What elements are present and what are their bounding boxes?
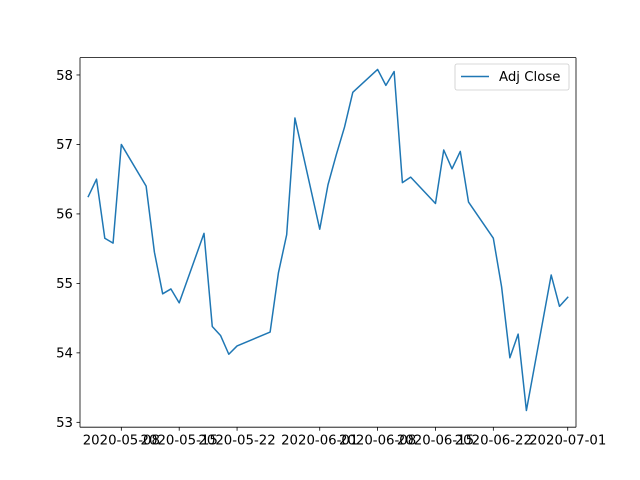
x-tick-label: 2020-06-15 <box>397 434 474 449</box>
y-tick-label: 56 <box>56 208 73 223</box>
y-tick-label: 54 <box>56 347 73 362</box>
y-tick-label: 57 <box>56 138 73 153</box>
x-tick-label: 2020-06-22 <box>455 434 532 449</box>
y-tick-label: 53 <box>56 416 73 431</box>
legend: Adj Close <box>454 63 570 91</box>
y-axis-ticks: 53 54 55 56 57 58 <box>56 69 80 431</box>
x-tick-label: 2020-06-08 <box>339 434 416 449</box>
x-tick-label: 2020-05-15 <box>141 434 218 449</box>
series-line-adj-close <box>87 68 569 412</box>
x-tick-label: 2020-05-22 <box>198 434 275 449</box>
y-tick-label: 58 <box>56 69 73 84</box>
x-tick-label: 2020-05-08 <box>83 434 160 449</box>
legend-frame <box>454 63 570 91</box>
legend-label-adj-close: Adj Close <box>499 70 560 85</box>
y-tick-label: 55 <box>56 277 73 292</box>
x-tick-label: 2020-07-01 <box>529 434 606 449</box>
plot-area <box>80 57 576 428</box>
series-layer <box>87 68 569 412</box>
x-tick-label: 2020-06-01 <box>281 434 358 449</box>
